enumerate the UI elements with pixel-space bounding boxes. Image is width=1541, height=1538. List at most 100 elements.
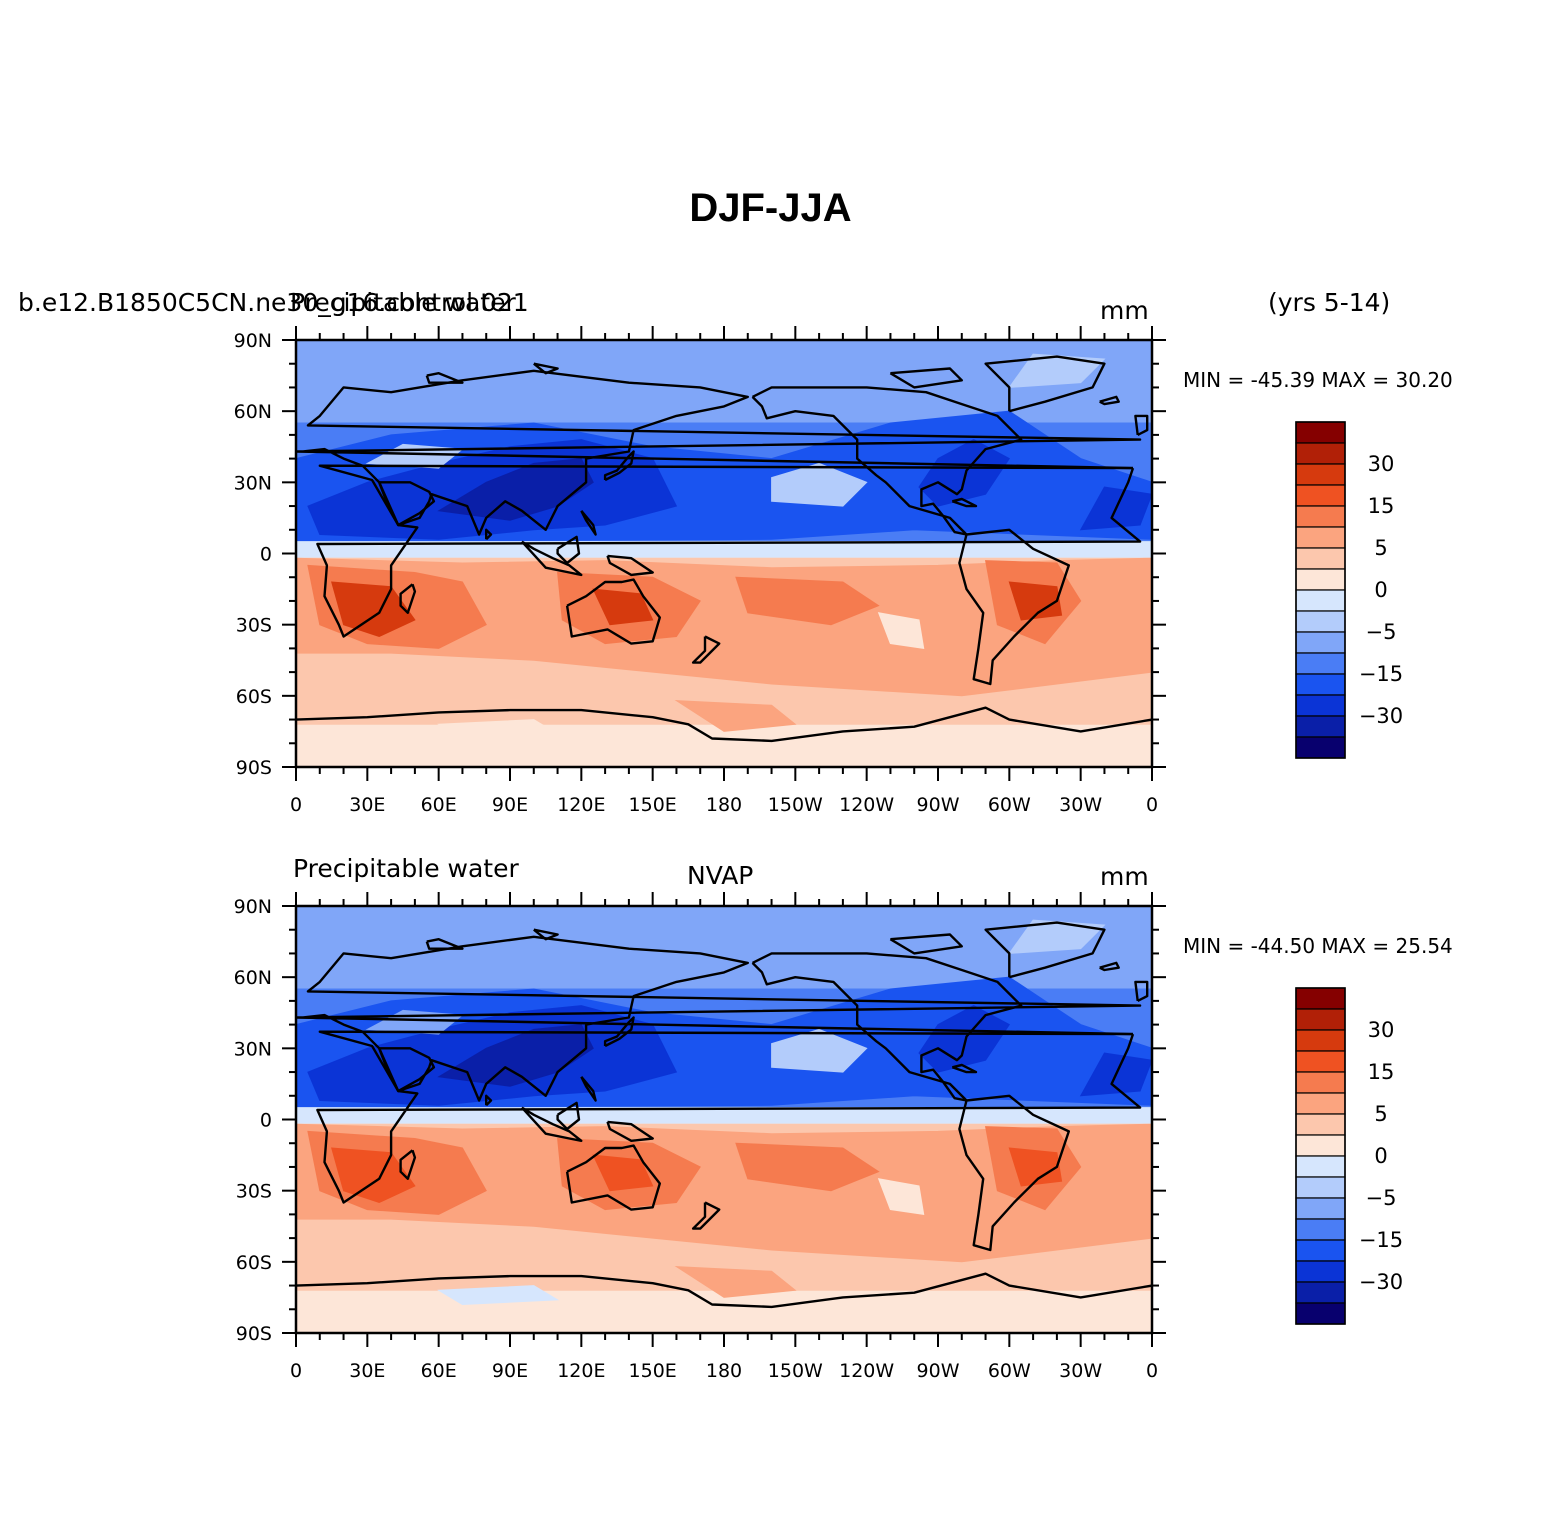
colorbar-box <box>1295 987 1346 1010</box>
x-tick-label-2: 30E <box>349 1360 385 1382</box>
colorbar-label: −5 <box>1366 1186 1397 1210</box>
colorbar-box <box>1295 1197 1346 1220</box>
contour-region-2-21 <box>877 1178 925 1215</box>
coastline-2-6 <box>691 1201 721 1230</box>
colorbar-box <box>1295 1302 1346 1325</box>
coastline-2-17 <box>485 1094 493 1107</box>
y-tick-label-1: 0 <box>260 544 272 566</box>
contour-region-2-23 <box>437 1285 560 1306</box>
coastline-1-9 <box>606 554 654 577</box>
colorbar-box <box>1295 1281 1346 1304</box>
colorbar-label: 30 <box>1368 452 1395 476</box>
y-tick-label-1: 60S <box>236 686 272 708</box>
x-tick-label-2: 90W <box>917 1360 960 1382</box>
coastline-1-11 <box>984 355 1106 413</box>
coastline-2-3 <box>378 1047 436 1093</box>
coastline-2-12 <box>958 1094 1070 1252</box>
coastline-1-10 <box>751 386 1023 536</box>
x-tick-label-1: 150E <box>629 794 677 816</box>
coastline-1-7 <box>521 540 583 577</box>
colorbar-box <box>1295 1008 1346 1031</box>
contour-region-2-13 <box>296 1123 1152 1263</box>
contour-region-1-18 <box>735 576 880 626</box>
y-tick-label-2: 60N <box>234 967 272 989</box>
coastline-2-14 <box>951 1063 978 1074</box>
y-tick-label-2: 0 <box>260 1110 272 1132</box>
colorbar-box <box>1295 1155 1346 1178</box>
coastline-1-21 <box>425 372 464 384</box>
coastline-2-9 <box>606 1120 654 1142</box>
colorbar-label: −15 <box>1359 662 1403 686</box>
colorbar-box <box>1295 1029 1346 1052</box>
colorbar-label: 30 <box>1368 1018 1395 1042</box>
y-tick-label-1: 60N <box>234 401 272 423</box>
coastline-2-4 <box>603 1016 635 1048</box>
coastline-1-1 <box>399 583 417 614</box>
colorbar-label: 0 <box>1374 1144 1387 1168</box>
colorbar-label: 0 <box>1374 578 1387 602</box>
contour-region-1-20 <box>1008 581 1063 621</box>
contour-region-2-8 <box>1008 919 1106 954</box>
colorbar-box <box>1295 1176 1346 1199</box>
contour-region-2-20 <box>1008 1147 1063 1187</box>
x-tick-label-1: 30W <box>1059 794 1102 816</box>
x-tick-label-2: 120W <box>839 1360 894 1382</box>
contour-region-2-5 <box>918 1005 1011 1073</box>
x-tick-label-2: 0 <box>1146 1360 1158 1382</box>
contour-region-2-7 <box>771 1028 868 1073</box>
x-tick-label-1: 60E <box>421 794 457 816</box>
y-tick-label-1: 30N <box>234 472 272 494</box>
coastline-2-20 <box>889 933 963 955</box>
x-tick-label-1: 120E <box>557 794 605 816</box>
coastline-2-1 <box>399 1149 417 1180</box>
x-tick-label-2: 90E <box>492 1360 528 1382</box>
contour-region-1-23 <box>437 719 560 740</box>
coastline-1-6 <box>691 635 721 664</box>
colorbar-2: 30 15 5 0 −5 −15 −30 <box>1295 987 1403 1325</box>
contour-region-1-21 <box>877 612 925 649</box>
x-tick-label-1: 0 <box>290 794 302 816</box>
contour-region-2-22 <box>674 1266 797 1298</box>
y-tick-label-2: 30S <box>236 1181 272 1203</box>
coastline-2-7 <box>521 1106 583 1142</box>
colorbar-box <box>1295 547 1346 570</box>
coastline-2-16 <box>1099 961 1120 972</box>
colorbar-box <box>1295 673 1346 696</box>
x-tick-label-2: 30W <box>1059 1360 1102 1382</box>
colorbar-label: −5 <box>1366 620 1397 644</box>
panel1-minmax: MIN = -45.39 MAX = 30.20 <box>1183 368 1453 392</box>
panel1-left-label-overlap: Precipitable water <box>290 288 516 317</box>
coastline-2-13 <box>296 1272 1152 1309</box>
x-tick-label-1: 90E <box>492 794 528 816</box>
colorbar-frame <box>1295 421 1346 759</box>
contour-region-1-13 <box>296 557 1152 697</box>
coastline-1-14 <box>951 497 978 508</box>
coastline-2-21 <box>425 938 464 950</box>
colorbar-box <box>1295 736 1346 759</box>
y-tick-label-2: 60S <box>236 1252 272 1274</box>
colorbar-box <box>1295 1218 1346 1241</box>
coastline-1-8 <box>556 535 581 565</box>
colorbar-label: 5 <box>1374 536 1387 560</box>
colorbar-box <box>1295 610 1346 633</box>
coastline-1-17 <box>485 528 493 541</box>
colorbar-box <box>1295 505 1346 528</box>
contour-region-1-17 <box>592 588 654 626</box>
panel1-years-label: (yrs 5-14) <box>1268 288 1391 317</box>
colorbar-box <box>1295 1239 1346 1262</box>
colorbar-label: −30 <box>1359 704 1403 728</box>
colorbar-box <box>1295 652 1346 675</box>
colorbar-box <box>1295 1050 1346 1073</box>
colorbar-box <box>1295 568 1346 591</box>
panel2-left-label: Precipitable water <box>293 854 519 883</box>
contour-region-1-7 <box>771 462 868 507</box>
x-tick-label-2: 180 <box>706 1360 742 1382</box>
y-tick-label-1: 90N <box>234 330 272 352</box>
coastline-1-19 <box>533 362 559 375</box>
colorbar-1: 30 15 5 0 −5 −15 −30 <box>1295 421 1403 759</box>
colorbar-box <box>1295 1260 1346 1283</box>
coastline-1-5 <box>565 578 661 645</box>
y-tick-label-2: 90N <box>234 896 272 918</box>
y-tick-label-2: 30N <box>234 1038 272 1060</box>
coastline-1-12 <box>958 528 1070 686</box>
